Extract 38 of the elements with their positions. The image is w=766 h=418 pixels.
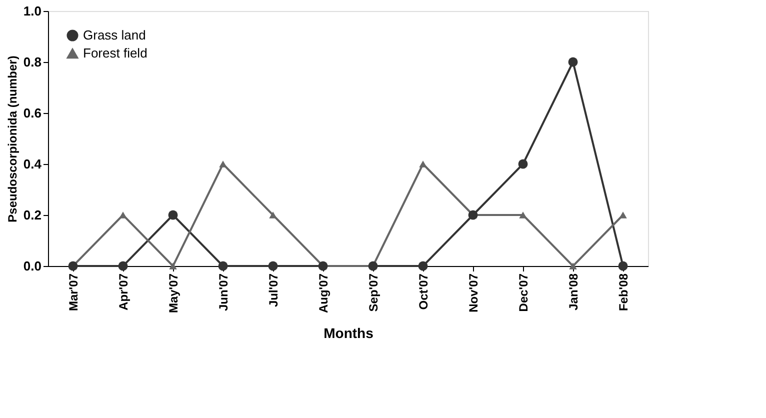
x-tick-label: Apr'07	[116, 273, 130, 310]
point	[269, 212, 277, 218]
x-tick-label: Dec'07	[516, 273, 530, 312]
y-tick-label: 0.2	[23, 208, 42, 222]
y-axis-title: Pseudoscorpionida (number)	[5, 56, 20, 222]
point	[418, 261, 428, 271]
y-tick-label: 0.8	[23, 54, 42, 70]
y-tick-label: 0.6	[23, 106, 42, 120]
point	[419, 160, 427, 168]
y-tick-label: 0.4	[23, 156, 42, 172]
x-tick-label: Jul'07	[266, 273, 280, 308]
point	[619, 212, 627, 218]
point	[568, 57, 578, 67]
point	[518, 159, 528, 169]
x-tick-label: Nov'07	[466, 273, 480, 312]
x-tick-label: Mar'07	[66, 273, 80, 312]
point	[218, 261, 228, 271]
x-tick-label: Jan'08	[566, 273, 580, 310]
x-axis-title: Months	[324, 325, 374, 342]
x-tick-label: Jun'07	[216, 273, 230, 312]
x-tick-label: Feb'08	[616, 273, 630, 312]
point	[118, 261, 128, 271]
y-tick-label: 1.0	[23, 4, 42, 18]
point	[168, 210, 178, 220]
x-tick-label: Sep'07	[366, 273, 380, 312]
point	[219, 160, 227, 168]
x-tick-label: May'07	[166, 273, 180, 314]
point	[569, 262, 577, 270]
legend-label: Forest field	[83, 46, 148, 60]
point	[119, 212, 127, 218]
x-tick-label: Aug'07	[316, 273, 330, 314]
point	[268, 261, 278, 271]
y-tick-label: 0.0	[23, 258, 42, 274]
x-tick-label: Oct'07	[416, 273, 430, 310]
point	[169, 262, 177, 270]
legend-label: Grass land	[83, 28, 146, 42]
point	[519, 212, 527, 218]
point	[618, 261, 628, 271]
